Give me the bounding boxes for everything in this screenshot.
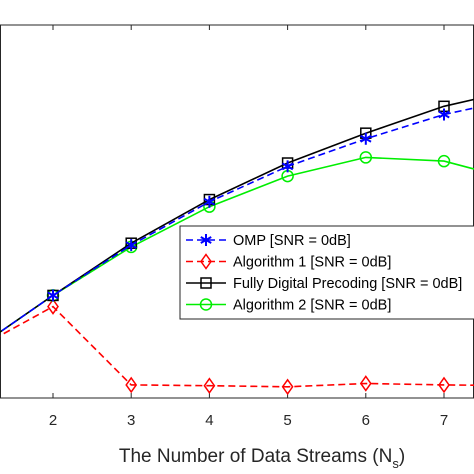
data-point [281, 160, 294, 173]
legend-item: Fully Digital Precoding [SNR = 0dB] [186, 276, 462, 292]
data-point [203, 195, 216, 208]
series-line [0, 305, 474, 388]
legend-item: Algorithm 1 [SNR = 0dB] [186, 253, 391, 271]
legend-label: Fully Digital Precoding [SNR = 0dB] [233, 276, 462, 292]
plot-area [0, 24, 474, 399]
data-point [438, 376, 450, 394]
x-tick-label: 7 [440, 412, 448, 429]
data-point [47, 289, 59, 302]
series-line [0, 107, 474, 334]
legend-marker [199, 298, 213, 311]
legend: OMP [SNR = 0dB] Algorithm 1 [SNR = 0dB] Fu… [179, 225, 474, 320]
legend-box [179, 225, 474, 320]
series-layer [0, 98, 474, 396]
x-tick-label: 4 [205, 412, 213, 429]
legend-label: Algorithm 1 [SNR = 0dB] [233, 255, 391, 271]
data-point [203, 377, 216, 394]
x-tick-label: 3 [127, 412, 135, 429]
data-point [437, 154, 451, 168]
legend-item: Algorithm 2 [SNR = 0dB] [186, 298, 391, 314]
legend-label: Algorithm 2 [SNR = 0dB] [233, 298, 391, 314]
data-point [360, 132, 372, 145]
x-tick-label: 6 [362, 412, 370, 429]
legend-label: OMP [SNR = 0dB] [233, 233, 351, 249]
series-1 [0, 298, 474, 396]
x-axis-label: The Number of Data Streams (Ns) [119, 446, 405, 471]
data-point [281, 378, 294, 396]
x-tick-label: 5 [283, 412, 291, 429]
x-tick-label: 2 [49, 412, 57, 429]
plot-axes [0, 24, 474, 399]
data-point [125, 376, 138, 394]
data-point [359, 151, 373, 164]
series-0 [0, 107, 474, 334]
data-point [125, 239, 137, 252]
legend-item: OMP [SNR = 0dB] [186, 233, 351, 249]
data-point [438, 108, 450, 121]
legend-marker [200, 234, 212, 246]
data-point [47, 298, 59, 315]
data-point [359, 375, 372, 392]
legend-marker [200, 253, 212, 270]
x-ticks: 2 3 4 5 6 7 [49, 25, 448, 429]
legend-marker [200, 277, 212, 289]
